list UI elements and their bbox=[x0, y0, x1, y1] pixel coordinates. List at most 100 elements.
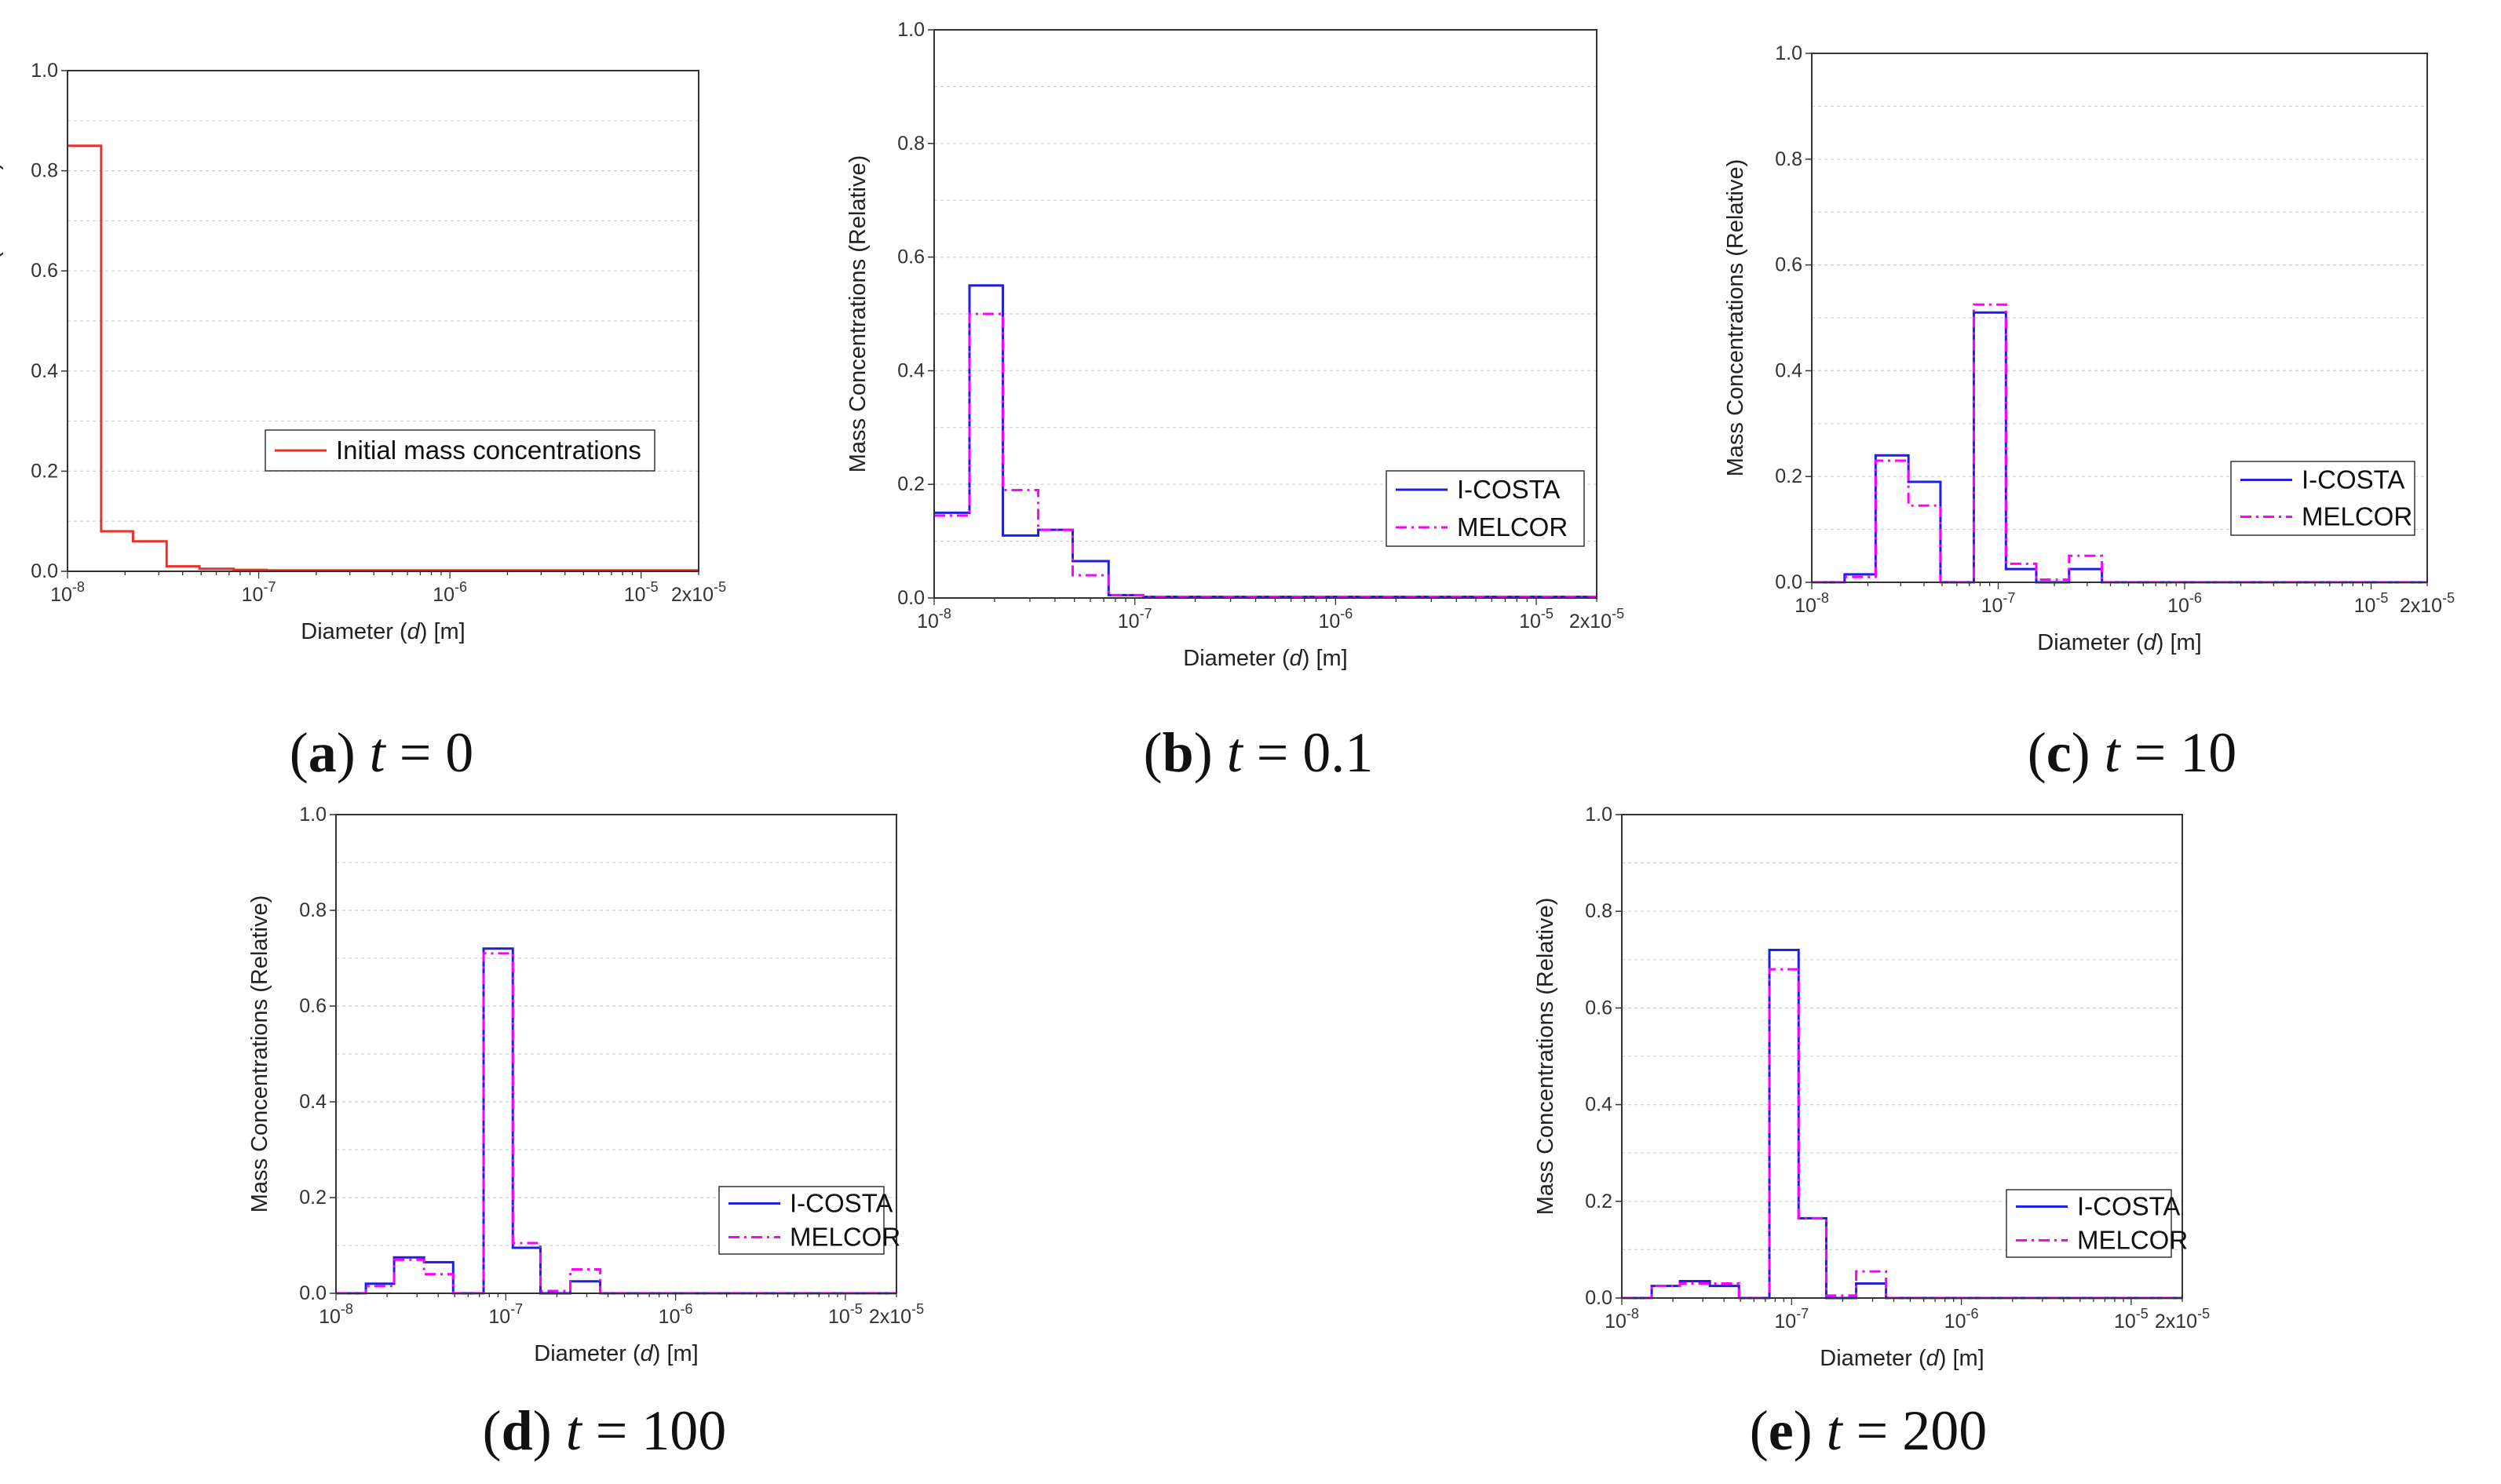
chart-panel-e: 0.0 0.2 0.4 0.6 0.8 1.0 10-8 10-7 10-6 10-5 2x10-5… bbox=[1533, 804, 2210, 1462]
legend-label: MELCOR bbox=[790, 1223, 900, 1252]
x-tick-label: 10-5 bbox=[1519, 606, 1554, 633]
x-axis-label: Diameter (d) [m] bbox=[301, 619, 466, 644]
legend-label: MELCOR bbox=[2302, 502, 2412, 531]
y-tick-label: 1.0 bbox=[31, 60, 58, 82]
series-i-costa bbox=[934, 284, 1597, 599]
y-tick-label: 0.4 bbox=[897, 359, 925, 381]
legend-label: MELCOR bbox=[1457, 512, 1568, 541]
x-tick-label: 10-8 bbox=[917, 606, 951, 633]
legend-label: I-COSTA bbox=[2302, 465, 2404, 494]
y-tick-label: 0.8 bbox=[31, 160, 58, 182]
y-tick-label: 0.8 bbox=[897, 133, 925, 155]
y-tick-label: 0.2 bbox=[31, 460, 58, 482]
y-tick-label: 0.2 bbox=[299, 1187, 327, 1209]
plot-frame bbox=[1811, 53, 2428, 583]
y-tick-label: 1.0 bbox=[299, 804, 327, 826]
y-axis-label: Mass Concentrations (Relative) bbox=[0, 162, 4, 480]
y-tick-label: 0.4 bbox=[1775, 359, 1802, 381]
x-tick-label: 10-8 bbox=[319, 1301, 353, 1328]
y-tick-label: 1.0 bbox=[1775, 42, 1802, 64]
legend-box bbox=[718, 1186, 885, 1255]
panel-caption-c: (c) t = 10 bbox=[2028, 721, 2237, 784]
x-tick-label: 10-7 bbox=[1774, 1306, 1809, 1333]
y-tick-label: 1.0 bbox=[897, 19, 925, 41]
x-axis-label: Diameter (d) [m] bbox=[1820, 1346, 1984, 1371]
x-tick-label: 10-7 bbox=[1981, 590, 2016, 617]
y-tick-label: 0.0 bbox=[299, 1282, 327, 1304]
x-tick-label: 10-6 bbox=[2167, 590, 2202, 617]
plot-frame bbox=[67, 70, 699, 572]
legend-label: I-COSTA bbox=[790, 1189, 893, 1218]
x-tick-label: 10-7 bbox=[488, 1301, 523, 1328]
y-tick-label: 0.4 bbox=[1585, 1094, 1612, 1116]
x-axis-label: Diameter (d) [m] bbox=[534, 1341, 699, 1366]
y-tick-label: 0.0 bbox=[897, 587, 925, 609]
y-tick-label: 0.2 bbox=[1775, 465, 1802, 487]
series-initial-mass-concentrations bbox=[68, 144, 699, 572]
x-tick-label: 10-6 bbox=[433, 579, 467, 606]
legend-box bbox=[2230, 461, 2415, 536]
x-tick-label: 10-5 bbox=[2354, 590, 2389, 617]
y-tick-label: 0.0 bbox=[1585, 1287, 1612, 1309]
series-i-costa bbox=[1812, 311, 2427, 584]
y-axis-label: Mass Concentrations (Relative) bbox=[247, 895, 272, 1213]
x-tick-label: 10-8 bbox=[50, 579, 85, 606]
plot-frame bbox=[933, 29, 1597, 599]
x-tick-label: 10-7 bbox=[1118, 606, 1152, 633]
x-tick-label: 10-7 bbox=[242, 579, 276, 606]
y-axis-label: Mass Concentrations (Relative) bbox=[1723, 159, 1748, 477]
y-tick-label: 0.6 bbox=[1775, 254, 1802, 276]
chart-panel-d: 0.0 0.2 0.4 0.6 0.8 1.0 10-8 10-7 10-6 10-5 2x10-5… bbox=[247, 804, 924, 1462]
x-tick-label: 10-5 bbox=[624, 579, 659, 606]
legend-box bbox=[2006, 1189, 2172, 1258]
y-tick-label: 0.0 bbox=[1775, 571, 1802, 593]
x-tick-label: 2x10-5 bbox=[1569, 606, 1624, 633]
legend: I-COSTA MELCOR bbox=[718, 1186, 900, 1255]
panel-caption-a: (a) t = 0 bbox=[290, 721, 474, 784]
x-tick-label: 10-6 bbox=[1318, 606, 1353, 633]
legend: I-COSTA MELCOR bbox=[1386, 470, 1585, 547]
y-tick-label: 0.4 bbox=[31, 360, 58, 382]
legend-label: MELCOR bbox=[2077, 1226, 2188, 1255]
y-tick-label: 0.2 bbox=[1585, 1190, 1612, 1212]
x-tick-label: 10-6 bbox=[1944, 1306, 1979, 1333]
x-tick-label: 10-5 bbox=[2114, 1306, 2149, 1333]
panel-caption-e: (e) t = 200 bbox=[1750, 1399, 1988, 1462]
chart-panel-a: 0.0 0.2 0.4 0.6 0.8 1.0 10-8 10-7 10-6 10-5 2x10-5… bbox=[0, 60, 726, 784]
y-axis-label: Mass Concentrations (Relative) bbox=[1533, 898, 1558, 1216]
x-tick-label: 2x10-5 bbox=[2400, 590, 2455, 617]
legend-box bbox=[265, 429, 655, 472]
y-axis-label: Mass Concentrations (Relative) bbox=[845, 155, 871, 473]
plot-frame bbox=[335, 814, 897, 1294]
legend-label: Initial mass concentrations bbox=[336, 436, 641, 465]
x-tick-label: 10-5 bbox=[828, 1301, 863, 1328]
chart-panel-b: 0.0 0.2 0.4 0.6 0.8 1.0 10-8 10-7 10-6 10-5 2x10-5… bbox=[845, 19, 1624, 784]
panel-caption-d: (d) t = 100 bbox=[483, 1399, 727, 1462]
x-tick-label: 2x10-5 bbox=[671, 579, 726, 606]
x-axis-label: Diameter (d) [m] bbox=[1183, 646, 1348, 671]
y-tick-label: 0.6 bbox=[897, 246, 925, 268]
x-tick-label: 2x10-5 bbox=[2155, 1306, 2210, 1333]
x-tick-label: 10-8 bbox=[1795, 590, 1829, 617]
y-tick-label: 0.6 bbox=[31, 260, 58, 282]
x-tick-label: 10-8 bbox=[1605, 1306, 1639, 1333]
legend-label: I-COSTA bbox=[1457, 475, 1560, 504]
series-melcor bbox=[1812, 303, 2427, 584]
y-tick-label: 0.6 bbox=[1585, 997, 1612, 1019]
y-tick-label: 0.0 bbox=[31, 560, 58, 582]
y-tick-label: 0.2 bbox=[897, 473, 925, 495]
y-tick-label: 0.8 bbox=[1585, 900, 1612, 922]
x-tick-label: 2x10-5 bbox=[869, 1301, 924, 1328]
y-tick-label: 0.8 bbox=[1775, 148, 1802, 170]
y-tick-label: 1.0 bbox=[1585, 804, 1612, 826]
legend-label: I-COSTA bbox=[2077, 1192, 2180, 1221]
series-melcor bbox=[934, 312, 1597, 599]
plot-frame bbox=[1621, 814, 2183, 1299]
legend: Initial mass concentrations bbox=[265, 429, 655, 472]
legend: I-COSTA MELCOR bbox=[2006, 1189, 2188, 1258]
x-axis-label: Diameter (d) [m] bbox=[2037, 630, 2202, 655]
panel-caption-b: (b) t = 0.1 bbox=[1144, 721, 1374, 784]
y-tick-label: 0.8 bbox=[299, 899, 327, 921]
legend-box bbox=[1386, 470, 1585, 547]
